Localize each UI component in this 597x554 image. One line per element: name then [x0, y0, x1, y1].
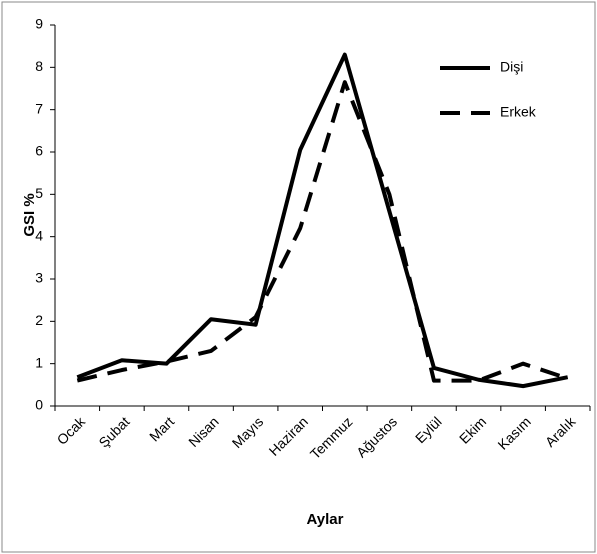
- y-axis-label: GSI %: [21, 193, 38, 236]
- y-tick-label: 7: [35, 100, 43, 116]
- y-tick-label: 3: [35, 270, 43, 286]
- series-line: [76, 52, 569, 389]
- y-tick-label: 8: [35, 58, 43, 74]
- y-tick-label: 6: [35, 143, 43, 159]
- y-tick-label: 9: [35, 16, 43, 32]
- y-tick-label: 4: [35, 227, 43, 243]
- x-axis-label: Aylar: [307, 511, 344, 528]
- y-tick-label: 0: [35, 397, 43, 413]
- legend-label: Erkek: [500, 104, 537, 120]
- legend-label: Dişi: [500, 59, 523, 75]
- y-tick-label: 1: [35, 354, 43, 370]
- y-tick-label: 5: [35, 185, 43, 201]
- series-line: [76, 80, 569, 383]
- y-tick-label: 2: [35, 312, 43, 328]
